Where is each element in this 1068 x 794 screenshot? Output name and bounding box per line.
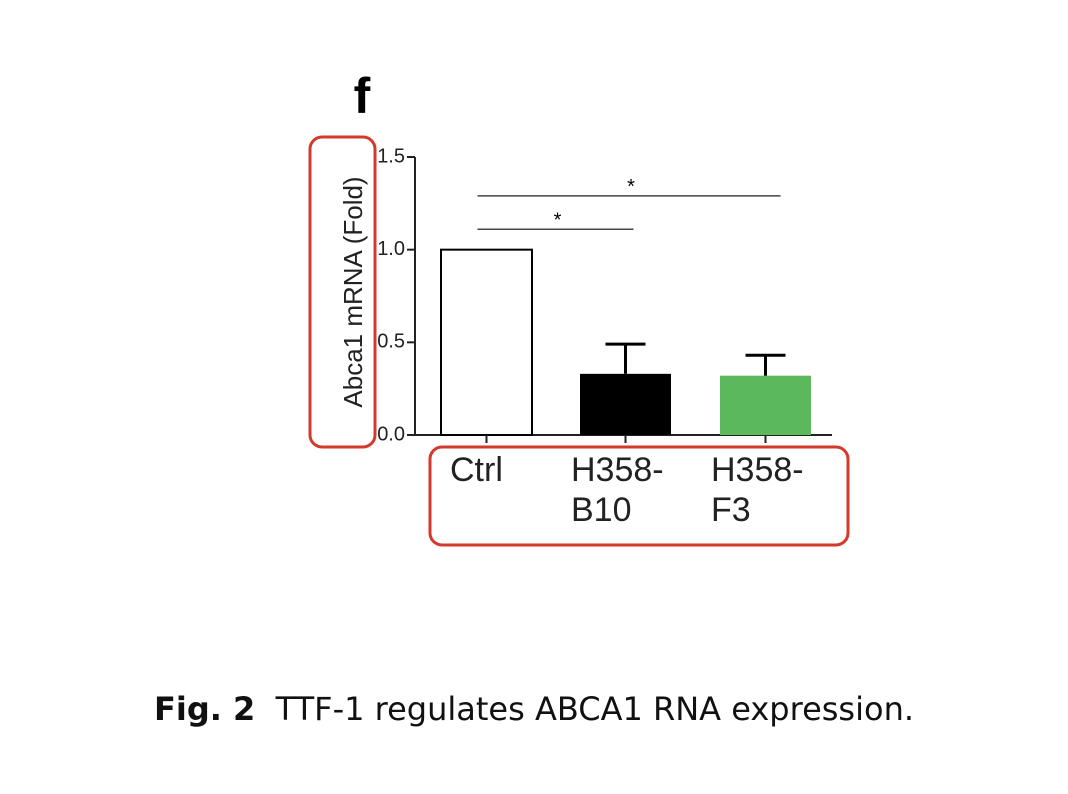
panel-label: f — [354, 68, 371, 124]
y-tick-label: 1.0 — [377, 238, 405, 260]
y-axis-label: Abca1 mRNA (Fold) — [338, 176, 368, 407]
x-tick-label: Ctrl — [450, 451, 503, 489]
y-tick-label: 0.0 — [377, 423, 405, 445]
significance-label: * — [627, 176, 635, 198]
x-tick-label: H358- F3 — [711, 451, 804, 529]
y-tick-label: 1.5 — [377, 145, 405, 167]
caption-text: TTF-1 regulates ABCA1 RNA expression. — [275, 690, 915, 728]
caption-label: Fig. 2 — [153, 690, 256, 728]
x-tick-label: H358- B10 — [571, 451, 664, 529]
bar — [580, 373, 671, 435]
caption: Fig. 2 TTF-1 regulates ABCA1 RNA express… — [0, 690, 1068, 728]
bar — [440, 248, 533, 436]
bar — [720, 375, 811, 435]
significance-label: * — [554, 210, 562, 232]
y-tick-label: 0.5 — [377, 331, 405, 353]
